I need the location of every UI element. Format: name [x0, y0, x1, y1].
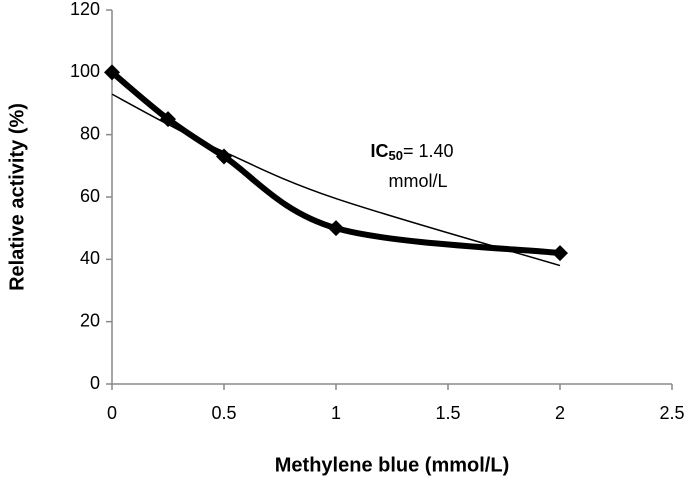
marker	[160, 111, 176, 128]
marker	[104, 64, 120, 81]
y-tick-label: 100	[70, 61, 100, 81]
annotation-line2: mmol/L	[388, 171, 447, 191]
y-tick-label: 0	[90, 373, 100, 393]
x-tick-label: 0	[107, 403, 117, 423]
x-tick-label: 0.5	[211, 403, 236, 423]
y-tick-label: 60	[80, 186, 100, 206]
y-tick-label: 120	[70, 0, 100, 19]
annotation-prefix: IC	[370, 141, 388, 161]
x-tick-label: 2	[555, 403, 565, 423]
marker	[552, 245, 568, 262]
annotation-subscript: 50	[388, 148, 402, 163]
trend-line	[111, 93, 561, 267]
x-axis-title: Methylene blue (mmol/L)	[275, 454, 509, 476]
annotation-text: = 1.40	[403, 141, 454, 161]
annotation: IC50= 1.40	[370, 141, 453, 164]
x-tick-label: 2.5	[659, 403, 684, 423]
y-axis-title: Relative activity (%)	[6, 103, 28, 291]
y-tick-label: 40	[80, 248, 100, 268]
marker	[216, 148, 232, 165]
x-tick-label: 1	[331, 403, 341, 423]
y-tick-label: 80	[80, 123, 100, 143]
x-tick-label: 1.5	[435, 403, 460, 423]
data-line	[110, 70, 561, 257]
y-tick-label: 20	[80, 310, 100, 330]
marker	[328, 220, 344, 237]
